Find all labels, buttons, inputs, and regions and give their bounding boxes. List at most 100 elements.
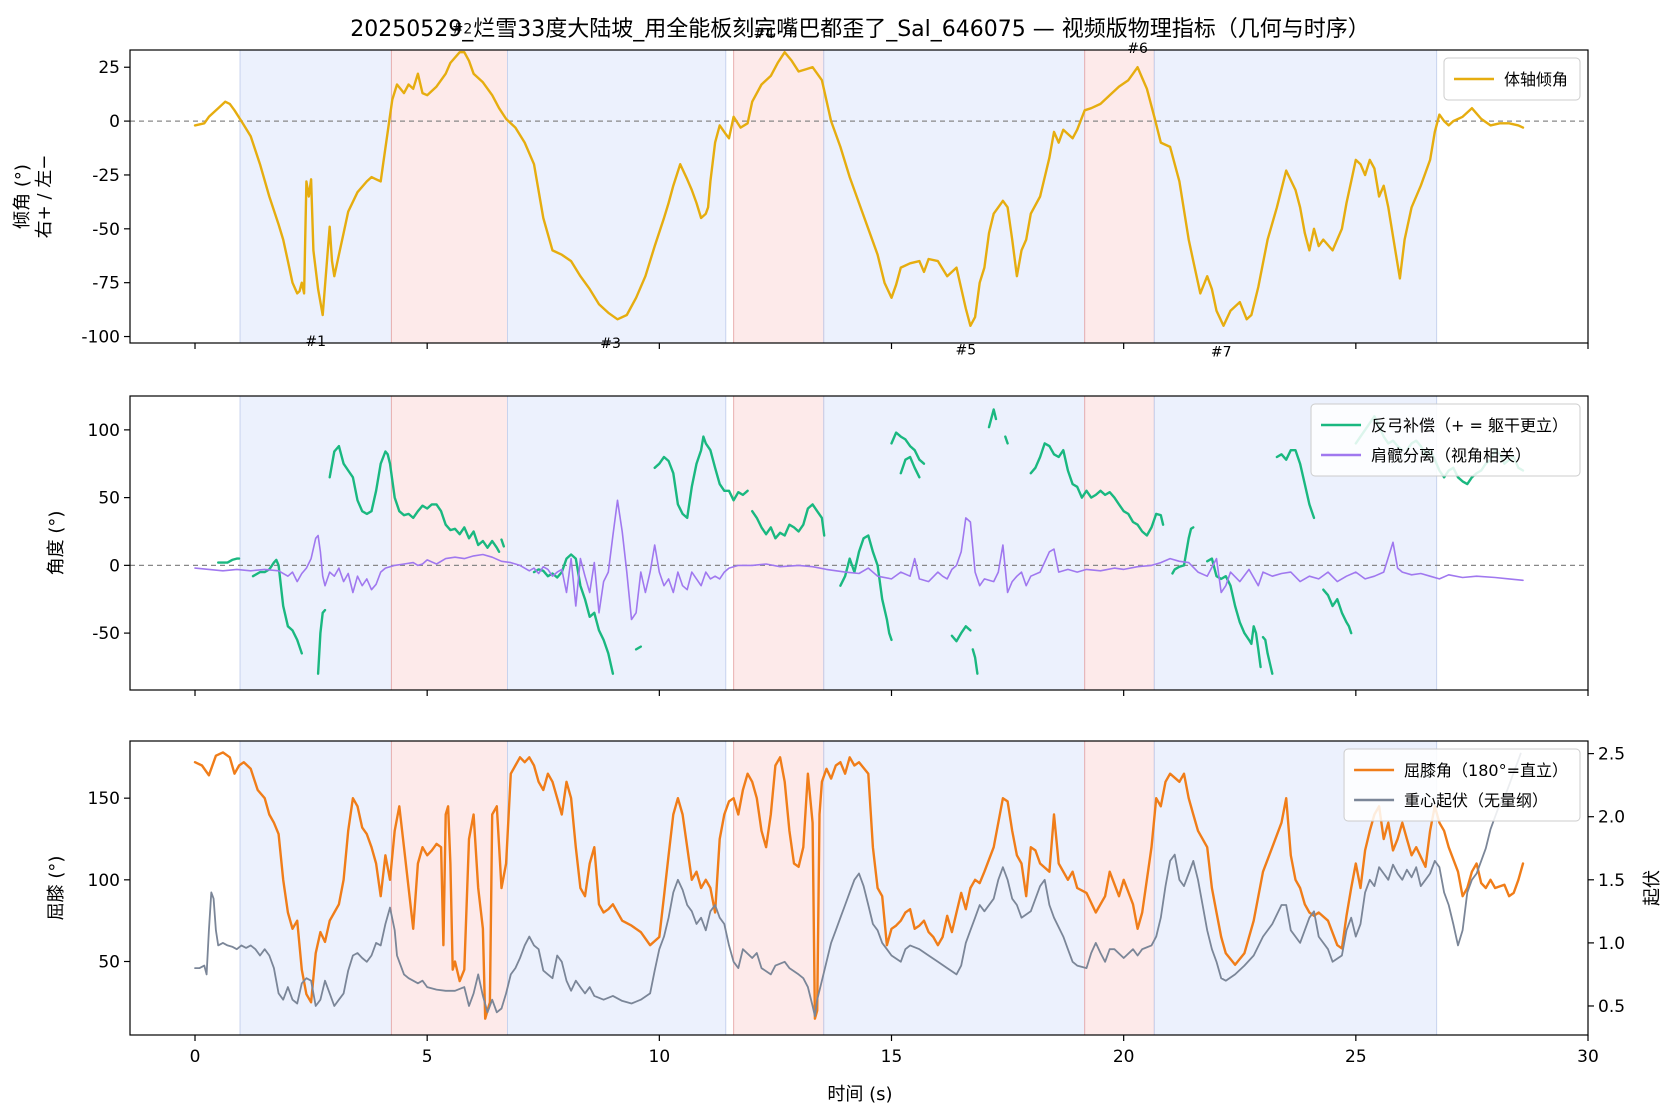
series-line-1-seg-4 [328, 444, 501, 553]
y-tick-label: 50 [98, 489, 120, 509]
y-axis-label-secondary: 右+ / 左− [34, 155, 55, 239]
series-line-1-seg-21 [1275, 449, 1316, 520]
phase-band-blue [240, 50, 392, 343]
y-axis-label: 屈膝 (°) [46, 856, 67, 921]
y-axis-label: 倾角 (°) [12, 164, 33, 229]
y-tick-label: -25 [92, 166, 120, 186]
series-line-1-seg-18 [1171, 526, 1195, 575]
x-tick-label: 15 [881, 1047, 903, 1067]
legend: 体轴倾角 [1443, 57, 1581, 101]
x-tick-label: 5 [422, 1047, 433, 1067]
series-line-1 [193, 51, 1525, 327]
peak-annotation: #6 [1127, 41, 1148, 57]
legend-entry: 反弓补偿（+ = 躯干更立） [1371, 416, 1568, 435]
series-line-2 [194, 752, 1522, 1017]
subplot-3: 0 5 10 15 20 25 30 150 100 50 2.5 2.0 1.5 1.0 0.5 起伏 屈膝 … [46, 740, 1663, 1067]
phase-band-blue [507, 50, 726, 343]
series-line-1-seg-1 [217, 557, 241, 564]
series-line-1-seg-13 [950, 625, 972, 643]
y2-axis-label: 起伏 [1642, 870, 1663, 906]
legend-box [1310, 403, 1581, 477]
y-tick-label: -50 [92, 220, 120, 240]
subplot-1: 25 0 -25 -50 -75 -100 倾角 (°) 右+ / 左− #1 #2 #3 #4 #5 #… [12, 21, 1589, 361]
series-line-1-seg-3 [316, 608, 327, 675]
legend-box [1343, 748, 1581, 822]
series-line-1-seg-12 [890, 431, 926, 465]
x-tick-label: 10 [649, 1047, 671, 1067]
y-tick-label: 150 [88, 789, 120, 809]
x-axis-label: 时间 (s) [827, 1084, 892, 1105]
legend: 屈膝角（180°=直立） 重心起伏（无量纲） [1343, 748, 1581, 822]
series-line-1-seg-5 [500, 538, 505, 548]
series-line-1-seg-15 [987, 408, 998, 429]
peak-annotation: #3 [600, 336, 621, 352]
phase-band-red [391, 396, 508, 690]
phase-band-blue [507, 396, 726, 690]
phase-band-blue [240, 396, 392, 690]
x-tick-label: 25 [1345, 1047, 1367, 1067]
y2-tick-label: 1.0 [1598, 934, 1625, 954]
y-tick-label: 25 [98, 58, 120, 78]
series-line-1-seg-2 [251, 558, 303, 655]
series-line-1-seg-16 [1004, 435, 1009, 445]
legend-box [1443, 57, 1581, 101]
phase-band-red [733, 50, 824, 343]
legend-entry: 重心起伏（无量纲） [1404, 791, 1548, 810]
series-line-2 [194, 499, 1524, 621]
y-tick-label: 100 [88, 871, 120, 891]
y2-tick-label: 1.5 [1598, 871, 1625, 891]
legend: 反弓补偿（+ = 躯干更立） 肩髋分离（视角相关） [1310, 403, 1581, 477]
phase-band-blue [1154, 50, 1437, 343]
y-axis-label: 角度 (°) [46, 511, 67, 576]
series-line-1-seg-22 [1322, 588, 1353, 635]
axes-frame [129, 49, 1589, 344]
phase-band-blue [240, 741, 392, 1035]
phase-band-red [391, 741, 508, 1035]
peak-annotation: #7 [1211, 345, 1232, 361]
legend-entry: 屈膝角（180°=直立） [1404, 761, 1568, 780]
phase-band-red [1084, 741, 1155, 1035]
axes-frame [129, 395, 1589, 691]
series-line-1-seg-14 [971, 648, 979, 675]
y-tick-label: -75 [92, 274, 120, 294]
peak-annotation: #5 [955, 342, 976, 358]
series-line-1-seg-8 [653, 435, 749, 520]
legend-entry: 肩髋分离（视角相关） [1371, 446, 1531, 465]
subplot-panels: 25 0 -25 -50 -75 -100 倾角 (°) 右+ / 左− #1 #2 #3 #4 #5 #… [12, 21, 1663, 1067]
x-tick-label: 0 [190, 1047, 201, 1067]
legend-entry: 体轴倾角 [1504, 70, 1568, 89]
x-tick-label: 20 [1113, 1047, 1135, 1067]
series-line-1-seg-10 [839, 534, 893, 642]
series-line-1-seg-6 [532, 553, 615, 675]
phase-band-blue [823, 50, 1085, 343]
y-tick-label: 100 [88, 421, 120, 441]
y-tick-label: -100 [81, 328, 120, 348]
phase-band-blue [823, 396, 1085, 690]
peak-annotation: #2 [452, 21, 473, 37]
chart-title: 20250529_烂雪33度大陆坡_用全能板刻完嘴巴都歪了_Sal_646075… [350, 17, 1370, 42]
y2-tick-label: 0.5 [1598, 997, 1625, 1017]
peak-annotation: #4 [753, 26, 774, 42]
phase-band-red [733, 396, 824, 690]
peak-annotation: #1 [305, 334, 326, 350]
y2-tick-label: 2.5 [1598, 745, 1625, 765]
series-line-1-seg-7 [634, 645, 642, 651]
subplot-2: 100 50 0 -50 角度 (°) 反弓补偿（+ = 躯干更立） 肩髋分离（视角相关） [46, 395, 1589, 696]
phase-band-red [1084, 396, 1155, 690]
series-line-1-seg-19 [1206, 557, 1262, 669]
x-tick-label: 30 [1577, 1047, 1599, 1067]
axes-frame [129, 740, 1589, 1036]
phase-band-red [391, 50, 508, 343]
y-tick-label: 0 [109, 556, 120, 576]
series-line-1 [193, 751, 1525, 1020]
plot-area [194, 408, 1525, 675]
phase-band-red [1084, 50, 1155, 343]
y-tick-label: -50 [92, 624, 120, 644]
series-line-1-seg-11 [899, 455, 921, 479]
plot-area [193, 751, 1525, 1020]
phase-band-blue [823, 741, 1085, 1035]
series-line-1-seg-20 [1261, 636, 1274, 675]
series-line-1-seg-9 [751, 503, 826, 540]
